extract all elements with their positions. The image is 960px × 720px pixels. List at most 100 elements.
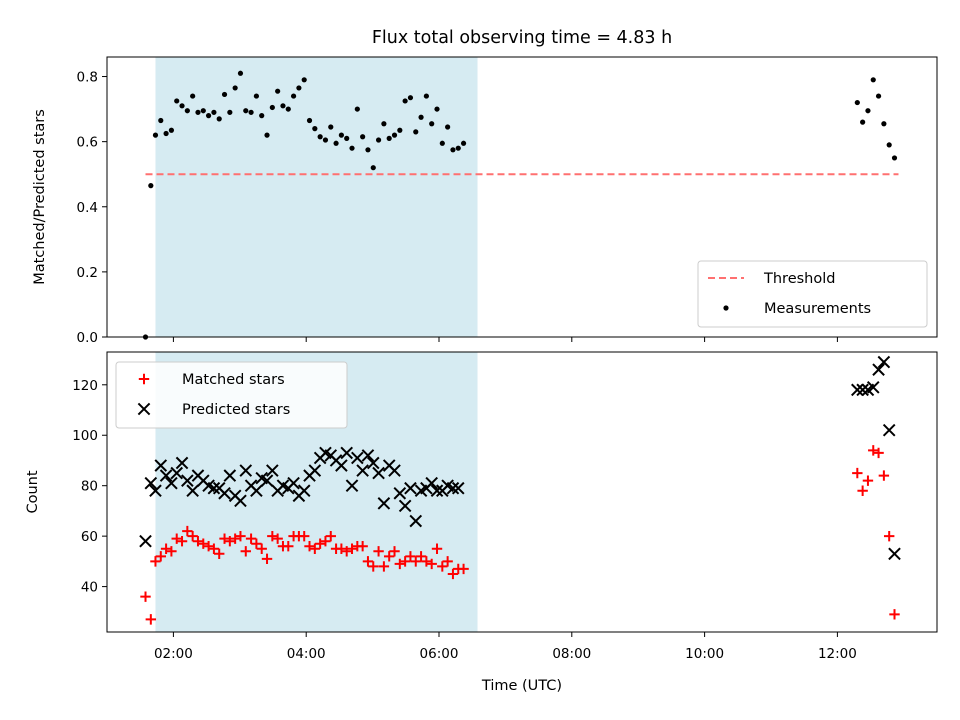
data-point bbox=[224, 535, 236, 547]
data-point bbox=[891, 155, 898, 161]
data-point bbox=[296, 85, 302, 91]
x-tick-label: 10:00 bbox=[685, 646, 724, 662]
data-point bbox=[154, 459, 168, 472]
data-point bbox=[234, 494, 247, 508]
data-point bbox=[866, 381, 880, 394]
axes-frame bbox=[106, 56, 938, 338]
data-point bbox=[388, 464, 401, 477]
data-point bbox=[889, 609, 900, 620]
data-point bbox=[320, 535, 331, 547]
data-point bbox=[455, 145, 461, 151]
data-point bbox=[216, 116, 222, 122]
data-point bbox=[297, 484, 311, 498]
data-point bbox=[886, 142, 892, 148]
data-point bbox=[341, 546, 352, 557]
y-tick-label: 60 bbox=[81, 529, 98, 545]
data-point bbox=[260, 474, 274, 487]
legend-label: Threshold bbox=[763, 271, 835, 287]
data-point bbox=[335, 459, 348, 472]
data-point bbox=[285, 106, 291, 112]
data-point bbox=[322, 137, 329, 143]
legend-marker bbox=[137, 402, 151, 416]
data-point bbox=[425, 476, 439, 490]
data-point bbox=[399, 556, 411, 567]
observing-span-shade bbox=[155, 57, 478, 337]
data-point bbox=[325, 530, 336, 542]
data-point bbox=[195, 109, 201, 115]
data-point bbox=[214, 548, 225, 560]
data-point bbox=[227, 109, 233, 115]
data-point bbox=[182, 525, 193, 537]
series-predicted-stars bbox=[139, 355, 901, 561]
data-point bbox=[397, 127, 403, 133]
data-point bbox=[460, 140, 467, 146]
data-point bbox=[860, 119, 866, 125]
y-axis-label-count: Count bbox=[25, 470, 41, 513]
data-point bbox=[275, 88, 281, 94]
data-point bbox=[356, 464, 369, 477]
data-point bbox=[248, 109, 254, 115]
data-point bbox=[446, 481, 460, 495]
x-tick-label: 08:00 bbox=[552, 646, 591, 662]
data-point bbox=[239, 464, 253, 477]
data-point bbox=[184, 108, 190, 114]
data-point bbox=[166, 546, 177, 557]
data-point bbox=[218, 486, 231, 500]
data-point bbox=[267, 530, 278, 542]
data-point bbox=[144, 476, 158, 490]
data-point bbox=[149, 484, 162, 498]
data-point bbox=[868, 445, 879, 456]
data-point bbox=[261, 553, 273, 565]
data-point bbox=[314, 538, 326, 549]
data-point bbox=[881, 121, 887, 127]
data-point bbox=[402, 98, 408, 104]
data-point bbox=[175, 456, 189, 470]
x-tick-label: 04:00 bbox=[287, 646, 326, 662]
data-point bbox=[148, 183, 154, 189]
data-point bbox=[434, 106, 440, 112]
data-point bbox=[174, 98, 180, 104]
data-point bbox=[171, 533, 182, 544]
data-point bbox=[272, 533, 283, 544]
data-point bbox=[877, 355, 891, 369]
data-point bbox=[198, 538, 209, 549]
data-point bbox=[240, 546, 251, 557]
data-point bbox=[317, 134, 323, 140]
data-point bbox=[145, 614, 157, 625]
data-point bbox=[409, 514, 423, 528]
data-point bbox=[875, 93, 882, 99]
data-point bbox=[391, 132, 398, 138]
data-point bbox=[888, 547, 901, 561]
x-tick-label: 12:00 bbox=[818, 646, 857, 662]
data-point bbox=[375, 137, 382, 143]
data-point bbox=[290, 93, 297, 99]
legend: Threshold Measurements bbox=[697, 260, 928, 328]
data-point bbox=[426, 558, 437, 570]
data-point bbox=[368, 561, 379, 572]
data-point bbox=[207, 481, 221, 495]
data-point bbox=[445, 124, 451, 130]
data-point bbox=[308, 464, 322, 477]
data-point bbox=[389, 546, 400, 557]
data-point bbox=[370, 165, 376, 171]
data-point bbox=[192, 535, 204, 547]
data-point bbox=[168, 127, 175, 133]
data-point bbox=[203, 541, 214, 552]
data-point bbox=[862, 475, 874, 486]
data-point bbox=[857, 485, 868, 496]
data-point bbox=[190, 93, 196, 99]
x-axis-label: Time (UTC) bbox=[481, 678, 562, 694]
data-point bbox=[413, 129, 419, 135]
data-point bbox=[235, 530, 246, 542]
data-point bbox=[139, 534, 152, 548]
data-point bbox=[312, 126, 318, 132]
data-point bbox=[338, 132, 344, 138]
data-point bbox=[328, 124, 334, 130]
data-point bbox=[345, 479, 359, 493]
data-point bbox=[336, 543, 347, 554]
data-point bbox=[404, 481, 417, 495]
data-point bbox=[351, 451, 364, 465]
data-point bbox=[150, 556, 161, 567]
y-tick-label: 120 bbox=[72, 378, 98, 394]
legend-label: Predicted stars bbox=[182, 402, 290, 418]
